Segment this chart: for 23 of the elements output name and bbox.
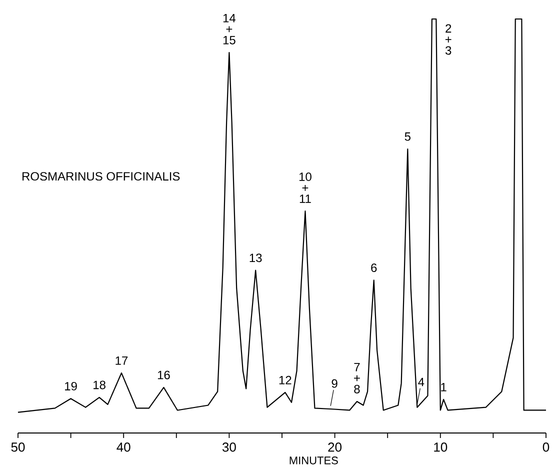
annotation: 7 + 8: [354, 362, 360, 394]
annotation: 9: [332, 379, 338, 388]
x-tick-label: 50: [11, 442, 25, 452]
annotation: 1: [441, 383, 446, 392]
x-tick-label: 40: [116, 442, 130, 452]
x-tick-label: 30: [222, 442, 236, 452]
annotation: 17: [116, 356, 128, 365]
x-tick-label: 10: [434, 442, 448, 452]
annotation: 19: [65, 382, 77, 390]
x-tick-label: 20: [328, 442, 342, 452]
annotation: 14 + 15: [223, 14, 236, 44]
x-tick-label: 0: [542, 442, 550, 452]
text: ROSMARINUS OFFICINALIS: [22, 172, 180, 181]
annotation: 4: [418, 378, 424, 386]
annotation: 12: [279, 376, 292, 384]
annotation: 10 + 11: [299, 172, 312, 203]
annotation: 16: [158, 370, 170, 380]
annotation: 6: [371, 264, 377, 272]
annotation: 18: [94, 380, 106, 390]
annotation: 5: [404, 132, 410, 141]
x-axis-title: MINUTES: [290, 456, 338, 464]
annotation: 2 + 3: [445, 24, 452, 55]
annotation: 13: [250, 254, 262, 262]
